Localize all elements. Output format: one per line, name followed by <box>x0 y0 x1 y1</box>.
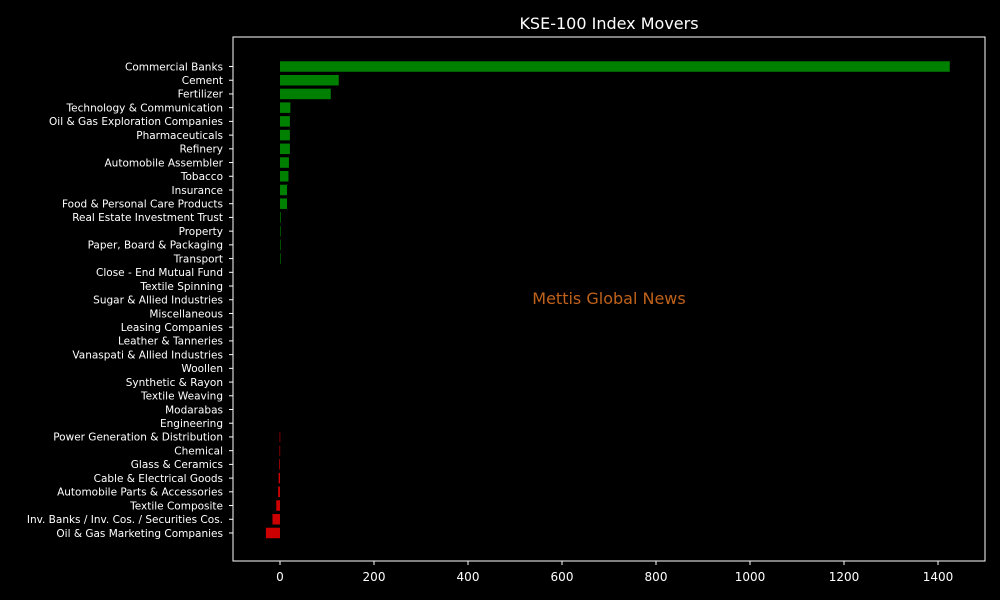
y-tick-labels: Commercial Banks Cement FertilizerTechnolo… <box>27 61 233 540</box>
x-tick-label: 600 <box>551 570 574 584</box>
x-tick-label: 400 <box>457 570 480 584</box>
y-tick-label: Automobile Assembler <box>105 157 224 169</box>
y-tick-label: Power Generation & Distribution <box>53 432 223 444</box>
y-tick-label: Miscellaneous <box>149 308 223 320</box>
bar <box>265 527 280 539</box>
bar <box>280 129 290 141</box>
plot-frame <box>232 36 986 562</box>
bar <box>280 184 288 196</box>
bars-layer <box>265 61 950 539</box>
y-tick-label: Technology & Communication <box>66 102 223 114</box>
x-tick-label: 1000 <box>735 570 766 584</box>
y-tick-label: Modarabas <box>165 404 223 416</box>
bar <box>280 171 289 182</box>
y-tick-label: Transport <box>173 253 223 265</box>
y-tick-label: Cable & Electrical Goods <box>94 473 223 485</box>
bar <box>280 253 281 264</box>
y-tick-label: Woollen <box>181 363 223 375</box>
bar <box>280 239 281 251</box>
y-tick-label: Refinery <box>179 144 223 156</box>
y-tick-label: Automobile Parts & Accessories <box>57 487 223 499</box>
y-tick-label: Chemical <box>174 445 223 457</box>
bar <box>279 459 280 470</box>
y-tick-label: Glass & Ceramics <box>131 459 223 471</box>
x-tick-label: 1400 <box>923 570 954 584</box>
x-tick-label: 0 <box>276 570 284 584</box>
bar <box>280 157 289 168</box>
bar <box>276 500 280 511</box>
chart-title: KSE-100 Index Movers <box>519 14 698 33</box>
y-tick-label: Oil & Gas Marketing Companies <box>56 528 223 540</box>
y-tick-label: Synthetic & Rayon <box>126 377 223 389</box>
bar <box>280 143 290 155</box>
y-tick-label: Paper, Board & Packaging <box>88 240 223 252</box>
y-tick-label: Tobacco <box>180 171 223 183</box>
bar <box>279 431 281 443</box>
y-tick-label: Commercial Banks <box>125 61 223 73</box>
bar <box>280 74 339 86</box>
y-tick-label: Vanaspati & Allied Industries <box>72 349 223 361</box>
bar <box>272 514 280 525</box>
bar <box>280 198 288 209</box>
bar <box>280 88 331 100</box>
y-tick-label: Inv. Banks / Inv. Cos. / Securities Cos. <box>27 514 223 526</box>
x-tick-label: 800 <box>645 570 668 584</box>
bar <box>278 486 280 498</box>
y-tick-label: Cement <box>182 75 223 87</box>
y-tick-label: Real Estate Investment Trust <box>72 212 223 224</box>
y-tick-label: Leasing Companies <box>121 322 223 334</box>
y-tick-label: Fertilizer <box>178 89 224 101</box>
y-tick-label: Textile Spinning <box>139 281 223 293</box>
y-tick-label: Pharmaceuticals <box>136 130 223 142</box>
bar <box>280 225 281 237</box>
bar <box>280 116 290 127</box>
y-tick-label: Close - End Mutual Fund <box>96 267 223 279</box>
bar <box>280 61 950 72</box>
y-tick-label: Insurance <box>171 185 223 197</box>
x-tick-label: 1200 <box>829 570 860 584</box>
bar <box>279 445 281 456</box>
x-tick-label: 200 <box>363 570 386 584</box>
y-tick-label: Textile Weaving <box>140 391 223 403</box>
y-tick-label: Sugar & Allied Industries <box>93 295 223 307</box>
y-tick-label: Property <box>179 226 223 238</box>
y-tick-label: Food & Personal Care Products <box>62 199 223 211</box>
y-tick-label: Engineering <box>160 418 223 430</box>
bar <box>278 472 280 484</box>
y-tick-label: Textile Composite <box>129 500 223 512</box>
y-tick-label: Leather & Tanneries <box>118 336 223 348</box>
bar <box>280 102 291 113</box>
bar <box>280 212 281 223</box>
y-tick-label: Oil & Gas Exploration Companies <box>49 116 223 128</box>
watermark: Mettis Global News <box>532 289 685 308</box>
x-tick-labels: 0 200 400 600 800 1000 1200 1400 <box>276 561 953 584</box>
